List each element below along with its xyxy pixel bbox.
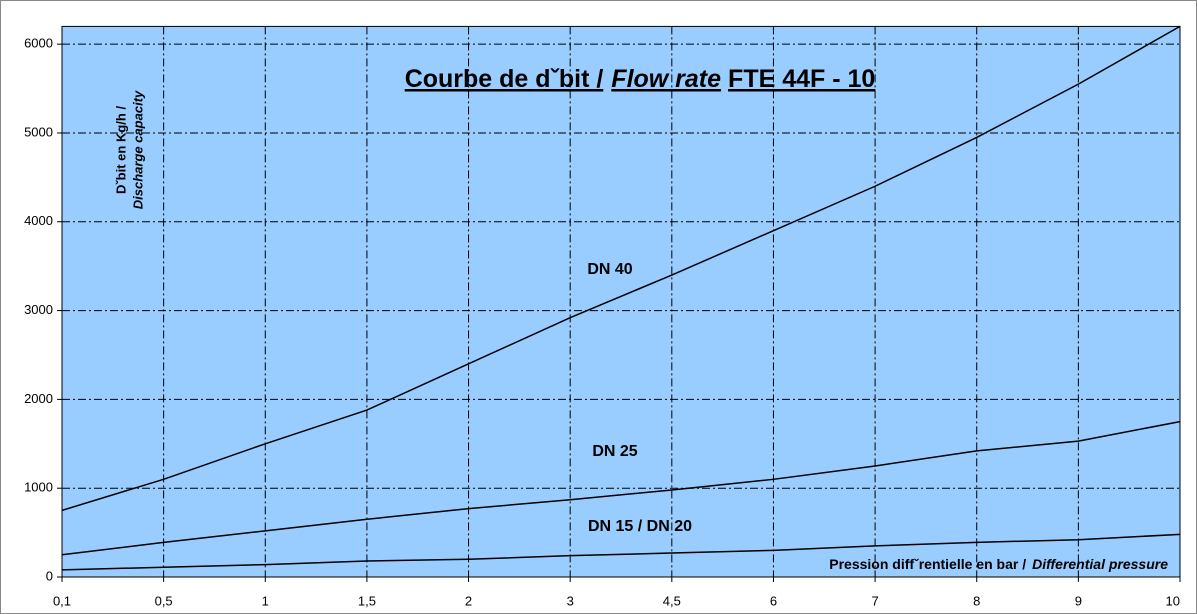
- x-tick-label: 9: [1075, 593, 1082, 608]
- x-tick-label: 8: [973, 593, 980, 608]
- x-tick-label: 0,5: [155, 593, 173, 608]
- plot-border: [61, 25, 1181, 578]
- y-tick-label: 6000: [24, 36, 53, 51]
- title-part: Courbe de dˇbit /: [405, 65, 604, 93]
- y-tick-label: 3000: [24, 302, 53, 317]
- x-tick-label: 10: [1166, 593, 1180, 608]
- x-tick-label: 1,5: [358, 593, 376, 608]
- x-label-part: Differential pressure: [1032, 556, 1168, 572]
- x-tick-label: 1: [262, 593, 269, 608]
- x-tick-label: 2: [465, 593, 472, 608]
- y-tick-label: 1000: [24, 480, 53, 495]
- y-tick-label: 0: [46, 568, 53, 583]
- x-tick-label: 4,5: [663, 593, 681, 608]
- series-line: [61, 533, 1181, 571]
- y-tick-label: 5000: [24, 124, 53, 139]
- series-line: [61, 420, 1181, 556]
- y-axis-label-line: Discharge capacity: [130, 90, 145, 209]
- title-part: FTE 44F - 10: [728, 65, 875, 93]
- chart-title: Courbe de dˇbit / Flow rate FTE 44F - 10: [405, 65, 876, 93]
- x-axis-label: Pression diffˇrentielle en bar / Differen…: [829, 556, 1168, 572]
- y-tick-label: 2000: [24, 391, 53, 406]
- title-part: Flow rate: [611, 65, 721, 93]
- series-line: [61, 25, 1181, 512]
- series-label: DN 15 / DN 20: [588, 518, 692, 535]
- plot-area: [62, 26, 1180, 577]
- y-axis-label: Dˇbit en Kg/h / Discharge capacity: [113, 90, 145, 209]
- x-tick-label: 0,1: [53, 593, 71, 608]
- y-tick-label: 4000: [24, 213, 53, 228]
- x-tick-label: 3: [567, 593, 574, 608]
- x-tick-label: 7: [871, 593, 878, 608]
- x-tick-label: 6: [770, 593, 777, 608]
- y-axis-label-line: Dˇbit en Kg/h /: [113, 106, 128, 194]
- series-label: DN 40: [587, 261, 632, 278]
- x-label-part: Pression diffˇrentielle en bar /: [829, 556, 1026, 572]
- series-label: DN 25: [592, 443, 637, 460]
